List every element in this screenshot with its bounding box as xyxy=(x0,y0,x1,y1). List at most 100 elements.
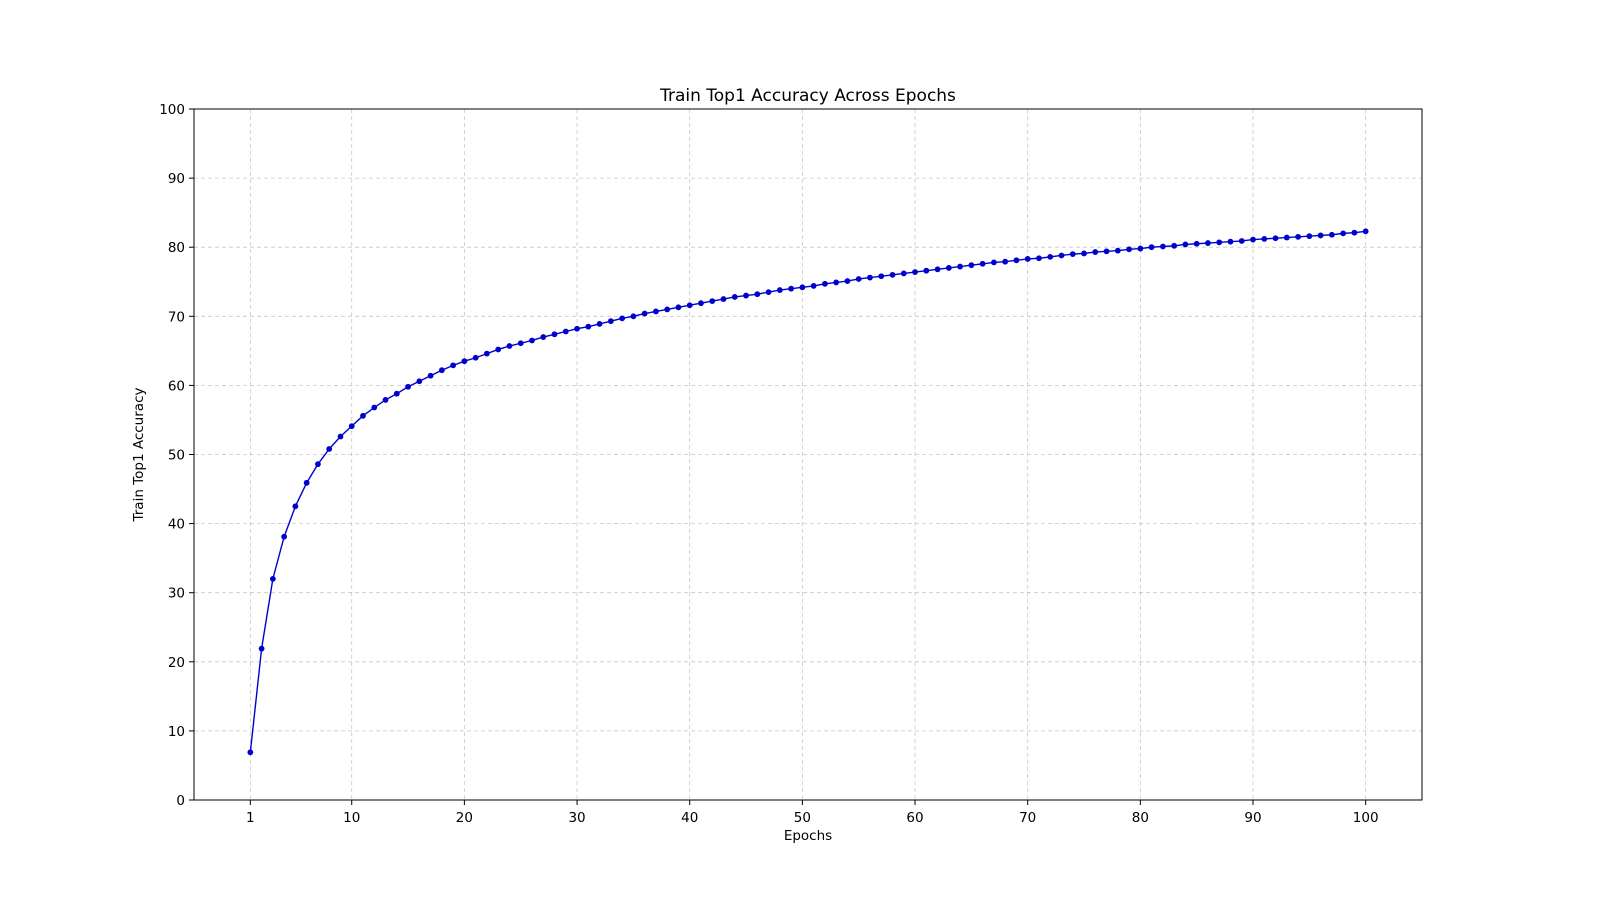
data-point xyxy=(867,274,873,281)
data-point xyxy=(754,291,761,298)
x-tick-label: 60 xyxy=(906,810,923,826)
data-point xyxy=(1340,230,1347,237)
data-point xyxy=(450,362,457,369)
data-point xyxy=(1092,249,1099,255)
data-point xyxy=(382,397,389,403)
y-tick-label: 70 xyxy=(168,309,185,325)
data-point xyxy=(1069,251,1076,258)
data-point xyxy=(720,296,727,302)
data-point xyxy=(810,283,817,289)
y-tick-label: 60 xyxy=(168,378,185,394)
data-point xyxy=(630,313,637,320)
data-point xyxy=(1205,240,1211,246)
data-point xyxy=(416,378,423,385)
data-point xyxy=(653,308,659,315)
data-point xyxy=(1193,240,1200,247)
y-tick-label: 90 xyxy=(168,171,185,187)
data-point xyxy=(1013,257,1020,264)
data-point xyxy=(641,310,648,317)
data-point xyxy=(1362,228,1369,235)
data-point xyxy=(405,383,411,390)
data-point xyxy=(698,300,704,307)
data-point xyxy=(1306,233,1313,240)
data-point xyxy=(1058,252,1065,259)
data-point xyxy=(1182,241,1189,248)
data-point xyxy=(1114,247,1121,254)
data-point xyxy=(393,390,400,397)
x-tick-label: 80 xyxy=(1132,810,1149,826)
y-tick-label: 100 xyxy=(159,102,185,118)
data-point xyxy=(878,273,885,280)
data-point xyxy=(799,284,806,291)
y-tick-label: 50 xyxy=(168,448,185,464)
y-tick-label: 30 xyxy=(168,586,185,602)
y-tick-label: 0 xyxy=(176,793,185,809)
series-layer xyxy=(247,228,1369,756)
data-point xyxy=(1036,255,1042,262)
data-point xyxy=(1283,234,1290,241)
data-point xyxy=(1002,258,1009,265)
data-point xyxy=(619,315,626,322)
data-point xyxy=(968,262,975,269)
data-point xyxy=(1328,231,1335,238)
data-point xyxy=(686,302,693,309)
data-point xyxy=(990,259,997,266)
data-point xyxy=(1250,236,1256,243)
chart-title: Train Top1 Accuracy Across Epochs xyxy=(659,86,956,106)
x-tick-label: 10 xyxy=(343,810,360,826)
y-tick-label: 10 xyxy=(168,724,185,740)
x-tick-label: 40 xyxy=(681,810,698,826)
data-point xyxy=(585,323,592,330)
data-point xyxy=(360,412,366,419)
data-point xyxy=(765,289,772,296)
data-point xyxy=(484,350,490,357)
data-point xyxy=(438,367,445,374)
data-point xyxy=(923,267,930,274)
data-point xyxy=(461,358,468,365)
data-point xyxy=(1227,238,1234,245)
data-point xyxy=(833,279,840,286)
data-point xyxy=(1272,235,1279,242)
x-axis-label: Epochs xyxy=(784,828,832,844)
data-point xyxy=(315,461,321,468)
data-point xyxy=(1317,232,1324,239)
data-point xyxy=(540,334,547,340)
data-point xyxy=(664,306,671,313)
data-point xyxy=(607,318,614,325)
data-point xyxy=(957,263,963,270)
data-point xyxy=(1148,244,1155,251)
y-tick-label: 20 xyxy=(168,655,185,671)
data-point xyxy=(371,404,378,411)
data-point xyxy=(247,749,254,756)
data-point xyxy=(1103,248,1110,255)
x-tick-label: 90 xyxy=(1244,810,1261,826)
data-point xyxy=(326,446,333,452)
data-point xyxy=(1216,239,1223,246)
data-point xyxy=(472,354,479,361)
data-point xyxy=(495,346,502,353)
data-point xyxy=(1295,233,1301,240)
data-point xyxy=(1126,246,1132,253)
data-point xyxy=(292,503,299,510)
data-point xyxy=(1024,256,1031,262)
data-point xyxy=(427,372,434,379)
data-point xyxy=(788,285,794,292)
series-line xyxy=(249,230,1366,753)
data-point xyxy=(912,269,918,275)
data-point xyxy=(675,304,682,311)
x-tick-label: 100 xyxy=(1353,810,1379,826)
data-point xyxy=(934,266,941,273)
data-point xyxy=(743,292,749,299)
data-point xyxy=(303,479,310,486)
tick-layer: 1 10 20 30 40 50 60 70 80 90 100 0 10 20 30 40 50 60 70 80 9… xyxy=(159,102,1378,826)
y-axis-label: Train Top1 Accuracy xyxy=(131,388,147,523)
data-point xyxy=(258,645,265,652)
data-point xyxy=(1238,238,1245,244)
data-point xyxy=(900,270,907,277)
data-point xyxy=(506,343,513,349)
data-point xyxy=(731,294,738,300)
x-tick-label: 70 xyxy=(1019,810,1036,826)
data-point xyxy=(281,533,288,540)
